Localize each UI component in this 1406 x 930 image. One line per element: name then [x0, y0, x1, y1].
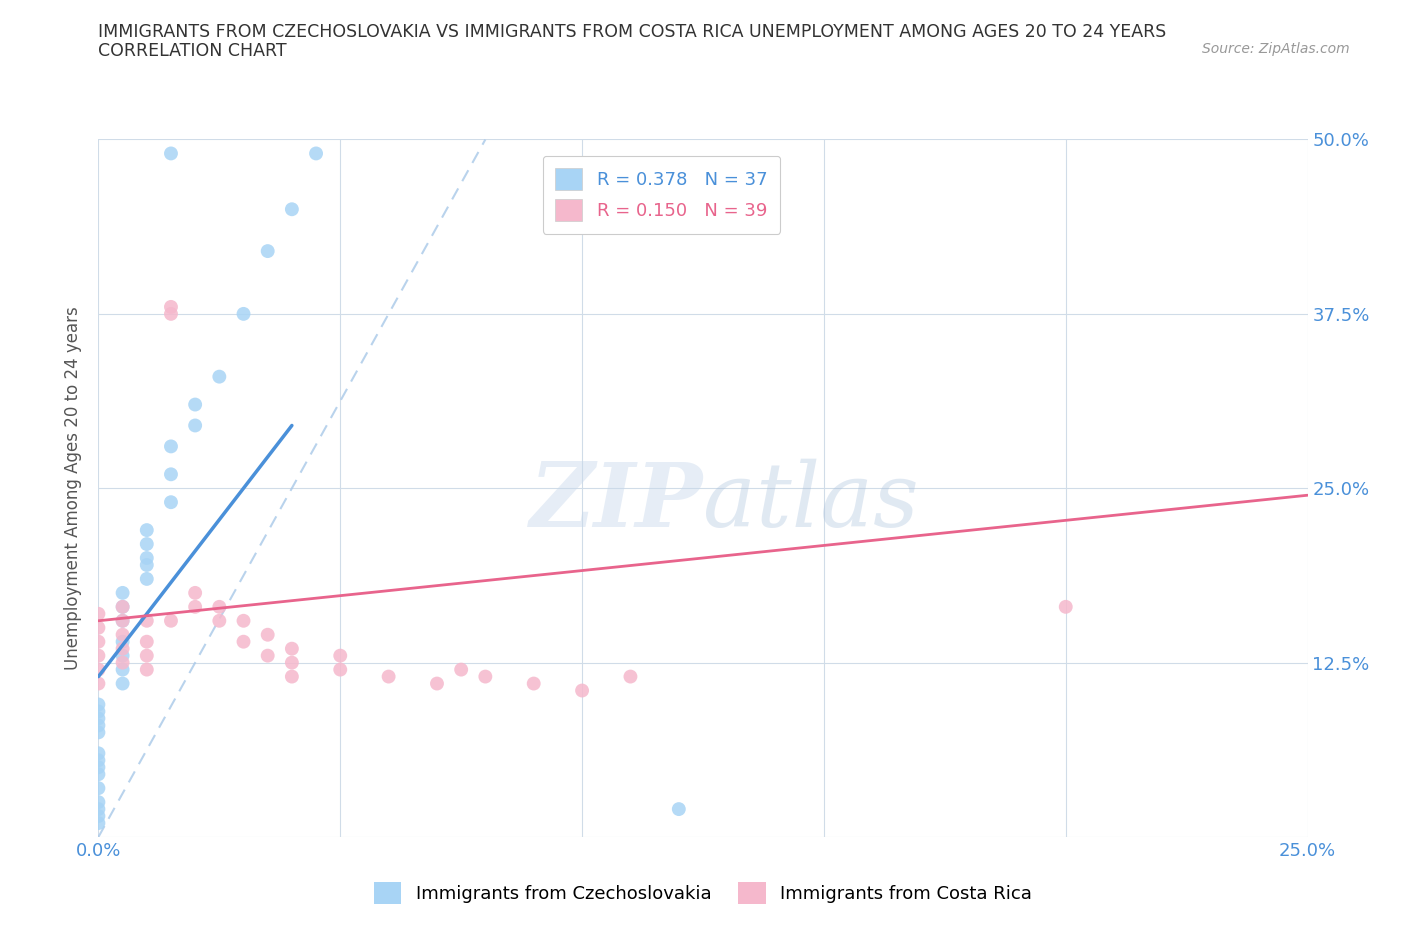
Point: [87, 711, 110, 725]
Point: [668, 802, 690, 817]
Point: [87, 634, 110, 649]
Point: [208, 614, 231, 629]
Point: [160, 495, 183, 510]
Point: [135, 614, 157, 629]
Point: [135, 523, 157, 538]
Point: [619, 670, 641, 684]
Point: [87, 766, 110, 781]
Point: [184, 600, 207, 615]
Point: [160, 467, 183, 482]
Point: [87, 698, 110, 712]
Point: [160, 439, 183, 454]
Point: [87, 725, 110, 740]
Point: [87, 746, 110, 761]
Point: [208, 369, 231, 384]
Point: [135, 537, 157, 551]
Point: [281, 642, 304, 657]
Point: [87, 718, 110, 733]
Point: [135, 558, 157, 573]
Point: [523, 676, 546, 691]
Point: [111, 656, 134, 671]
Point: [87, 760, 110, 775]
Text: IMMIGRANTS FROM CZECHOSLOVAKIA VS IMMIGRANTS FROM COSTA RICA UNEMPLOYMENT AMONG : IMMIGRANTS FROM CZECHOSLOVAKIA VS IMMIGR…: [98, 23, 1167, 41]
Point: [474, 670, 496, 684]
Point: [160, 299, 183, 314]
Y-axis label: Unemployment Among Ages 20 to 24 years: Unemployment Among Ages 20 to 24 years: [65, 306, 83, 671]
Point: [184, 397, 207, 412]
Point: [208, 600, 231, 615]
Point: [160, 307, 183, 322]
Point: [111, 614, 134, 629]
Point: [87, 606, 110, 621]
Legend: R = 0.378   N = 37, R = 0.150   N = 39: R = 0.378 N = 37, R = 0.150 N = 39: [543, 155, 780, 233]
Point: [87, 662, 110, 677]
Point: [135, 634, 157, 649]
Point: [135, 662, 157, 677]
Point: [281, 656, 304, 671]
Point: [111, 600, 134, 615]
Point: [87, 802, 110, 817]
Point: [1054, 600, 1077, 615]
Point: [87, 753, 110, 768]
Point: [232, 614, 254, 629]
Point: [426, 676, 449, 691]
Point: [87, 704, 110, 719]
Point: [281, 202, 304, 217]
Point: [232, 634, 254, 649]
Point: [377, 670, 399, 684]
Text: ZIP: ZIP: [530, 458, 703, 546]
Legend: Immigrants from Czechoslovakia, Immigrants from Costa Rica: Immigrants from Czechoslovakia, Immigran…: [367, 875, 1039, 911]
Point: [135, 551, 157, 565]
Text: atlas: atlas: [703, 458, 918, 546]
Point: [111, 586, 134, 601]
Point: [184, 418, 207, 433]
Point: [160, 146, 183, 161]
Text: CORRELATION CHART: CORRELATION CHART: [98, 42, 287, 60]
Point: [87, 676, 110, 691]
Point: [111, 614, 134, 629]
Point: [135, 648, 157, 663]
Point: [87, 648, 110, 663]
Point: [281, 670, 304, 684]
Point: [135, 571, 157, 587]
Point: [111, 634, 134, 649]
Point: [111, 642, 134, 657]
Point: [111, 648, 134, 663]
Point: [256, 648, 278, 663]
Text: Source: ZipAtlas.com: Source: ZipAtlas.com: [1202, 42, 1350, 56]
Point: [87, 809, 110, 824]
Point: [87, 816, 110, 830]
Point: [450, 662, 472, 677]
Point: [329, 648, 352, 663]
Point: [256, 628, 278, 643]
Point: [87, 794, 110, 809]
Point: [232, 307, 254, 322]
Point: [305, 146, 328, 161]
Point: [184, 586, 207, 601]
Point: [111, 676, 134, 691]
Point: [256, 244, 278, 259]
Point: [111, 662, 134, 677]
Point: [329, 662, 352, 677]
Point: [87, 620, 110, 635]
Point: [87, 781, 110, 796]
Point: [160, 614, 183, 629]
Point: [571, 683, 593, 698]
Point: [111, 600, 134, 615]
Point: [111, 628, 134, 643]
